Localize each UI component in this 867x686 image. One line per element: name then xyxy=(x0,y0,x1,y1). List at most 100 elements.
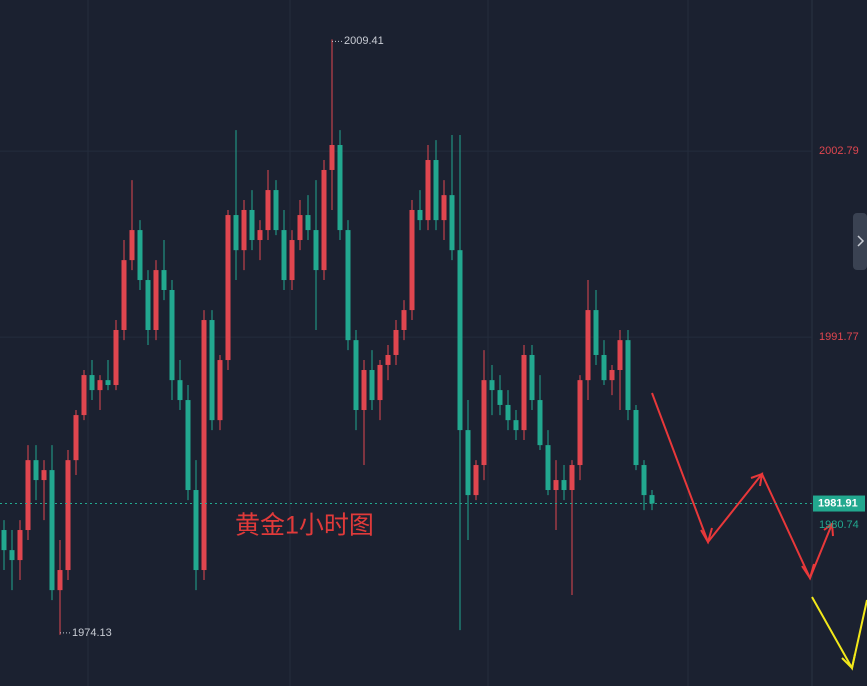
y-tick-label: 2002.79 xyxy=(819,145,859,157)
candle-body xyxy=(25,460,31,531)
candle-body xyxy=(185,400,191,491)
arrow-head xyxy=(823,522,834,537)
candle-body xyxy=(281,230,287,281)
plot xyxy=(0,39,812,635)
candle-body xyxy=(81,375,87,416)
candle-body xyxy=(505,404,511,421)
candle-body xyxy=(345,230,351,341)
candle-body xyxy=(401,310,407,331)
candle-body xyxy=(321,169,327,271)
candle-body xyxy=(1,530,7,551)
candle-body xyxy=(145,280,151,331)
arrow-head xyxy=(841,653,856,671)
candle-body xyxy=(561,480,567,491)
candle-body xyxy=(489,380,495,391)
candle-body xyxy=(577,380,583,466)
candle-body xyxy=(97,380,103,391)
candle-body xyxy=(441,195,447,221)
candle-body xyxy=(249,209,255,241)
candle-body xyxy=(625,340,631,411)
yellow-arrows xyxy=(811,596,867,671)
candle-body xyxy=(513,420,519,431)
candle-body xyxy=(161,270,167,290)
candle-body xyxy=(129,230,135,261)
last-price-box xyxy=(813,495,865,512)
y-tick-label: 1991.77 xyxy=(819,331,859,343)
candle-body xyxy=(649,495,655,504)
candle-body xyxy=(337,144,343,231)
candle-body xyxy=(73,415,79,461)
candle-body xyxy=(233,215,239,251)
candle-body xyxy=(569,465,575,491)
candle-body xyxy=(353,340,359,411)
candle-body xyxy=(209,320,215,421)
candle-body xyxy=(289,240,295,281)
candle-body xyxy=(169,289,175,381)
candle-body xyxy=(9,550,15,561)
candle-body xyxy=(377,364,383,401)
candle-body xyxy=(521,354,527,431)
candle-body xyxy=(369,370,375,401)
candle-body xyxy=(217,360,223,421)
candle-body xyxy=(273,190,279,231)
side-tab[interactable] xyxy=(853,213,867,270)
second-price-label: 1980.74 xyxy=(819,519,859,531)
candle-body xyxy=(433,160,439,221)
arrow-head xyxy=(700,527,713,545)
annotation: 黄金1小时图 xyxy=(235,512,374,540)
candle-body xyxy=(201,320,207,571)
candle-body xyxy=(329,144,335,170)
candle-body xyxy=(497,390,503,405)
candle-body xyxy=(593,310,599,355)
candle-body xyxy=(41,470,47,481)
candle-body xyxy=(417,209,423,221)
candle-body xyxy=(17,530,23,561)
candle-body xyxy=(609,370,615,381)
candle-body xyxy=(641,465,647,496)
candle-body xyxy=(153,270,159,331)
side-tab-chevron[interactable] xyxy=(857,235,865,247)
candle-body xyxy=(617,340,623,371)
candle-body xyxy=(193,490,199,571)
candle-body xyxy=(113,330,119,386)
candle-body xyxy=(425,160,431,221)
candle-body xyxy=(33,460,39,481)
candle-body xyxy=(449,195,455,251)
high-label: 2009.41 xyxy=(344,35,384,47)
candle-body xyxy=(305,215,311,231)
candle-body xyxy=(137,230,143,281)
candle-body xyxy=(601,354,607,381)
candle-body xyxy=(585,310,591,381)
candle-body xyxy=(361,370,367,411)
candle-body xyxy=(393,330,399,355)
candle-body xyxy=(225,215,231,361)
candle-body xyxy=(265,190,271,231)
last-price-label: 1981.91 xyxy=(818,497,858,509)
candle-body xyxy=(121,260,127,331)
candle-body xyxy=(49,470,55,591)
candle-body xyxy=(537,400,543,446)
vertical-grid xyxy=(87,0,689,686)
candle-body xyxy=(65,460,71,571)
candle-body xyxy=(457,250,463,431)
arrow-head xyxy=(750,472,764,487)
candle-body xyxy=(385,354,391,365)
candle-body xyxy=(409,209,415,311)
candle-body xyxy=(473,465,479,496)
candle-body xyxy=(177,380,183,401)
candle-body xyxy=(297,215,303,241)
candle-body xyxy=(465,430,471,496)
candle-body xyxy=(553,480,559,491)
candle-body xyxy=(257,230,263,241)
candle-body xyxy=(481,380,487,466)
candle-body xyxy=(105,380,111,386)
candle-body xyxy=(89,375,95,391)
candle-body xyxy=(633,410,639,466)
red-arrows xyxy=(651,392,834,581)
candle-body xyxy=(545,445,551,491)
candle-body xyxy=(241,209,247,251)
candle-body xyxy=(529,354,535,401)
candle-body xyxy=(313,230,319,271)
